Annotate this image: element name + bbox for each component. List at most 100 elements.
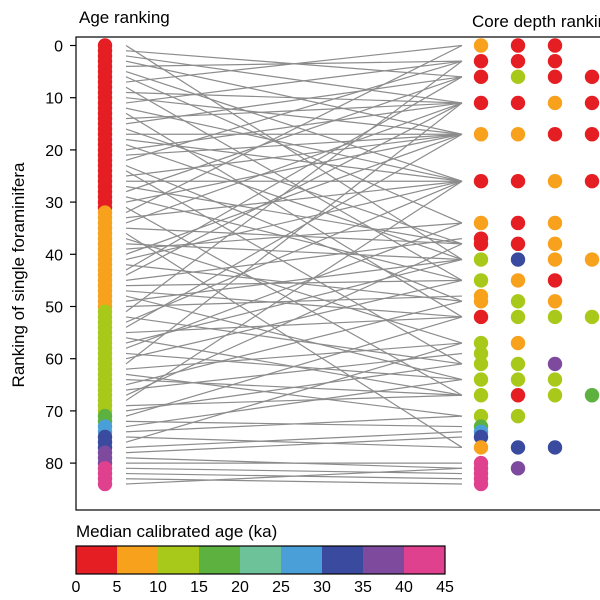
depth-rank-dot [473, 356, 489, 372]
y-tick-label: 30 [45, 195, 63, 212]
colorbar-outline [75, 545, 446, 575]
connection-line [125, 133, 463, 255]
colorbar-tick-label: 5 [113, 579, 122, 596]
colorbar-swatch [117, 546, 158, 574]
depth-rank-dot [510, 294, 526, 309]
depth-rank-dot [547, 215, 563, 231]
connection-line [125, 258, 463, 344]
connection-line [125, 378, 463, 428]
connection-line [125, 363, 463, 412]
depth-rank-dot [510, 273, 526, 288]
depth-ranking-dots [473, 38, 600, 492]
age-ranking-title: Age ranking [79, 8, 170, 27]
depth-rank-dot [473, 38, 489, 53]
depth-rank-dot [547, 440, 563, 455]
depth-rank-dot [473, 236, 489, 252]
depth-rank-dot [473, 335, 489, 351]
depth-rank-dot [473, 408, 489, 424]
depth-rank-dot [510, 309, 526, 325]
depth-rank-dot [473, 95, 489, 111]
colorbar-tick-label: 15 [190, 579, 208, 596]
connection-line [125, 55, 463, 104]
connection-lines [125, 44, 463, 485]
depth-rank-dot [547, 372, 563, 387]
depth-rank-dot [473, 252, 489, 267]
depth-rank-dot [473, 174, 489, 189]
colorbar-title: Median calibrated age (ka) [76, 522, 277, 541]
connection-line [125, 467, 463, 485]
connection-line [125, 415, 463, 433]
depth-rank-dot [584, 127, 600, 142]
depth-rank-dot [510, 335, 526, 351]
colorbar-swatch [199, 546, 240, 574]
depth-rank-dot [547, 53, 563, 69]
connection-line [125, 86, 463, 281]
connection-line [125, 316, 463, 417]
depth-rank-dot [473, 215, 489, 231]
colorbar-tick-label: 25 [272, 579, 290, 596]
depth-rank-dot [547, 273, 563, 288]
depth-rank-dot [547, 38, 563, 53]
depth-rank-dot [584, 95, 600, 111]
connection-line [125, 238, 463, 281]
depth-rank-dot [473, 309, 489, 325]
depth-rank-dot [510, 252, 526, 267]
connection-line [125, 76, 463, 271]
colorbar: 0 5 10 15 20 25 30 35 40 45 [72, 545, 454, 596]
connection-line [125, 44, 463, 83]
connection-line [125, 394, 463, 407]
depth-rank-dot [584, 388, 600, 403]
connection-line [125, 97, 463, 135]
connection-line [125, 295, 463, 381]
colorbar-tick-label: 30 [313, 579, 331, 596]
colorbar-tick-label: 45 [436, 579, 454, 596]
plot-frame [75, 36, 600, 511]
colorbar-swatch [322, 546, 363, 574]
connection-line [125, 431, 463, 449]
connection-line [125, 467, 463, 475]
depth-rank-dot [547, 252, 563, 267]
depth-rank-dot [510, 127, 526, 142]
depth-rank-dot [510, 236, 526, 252]
y-tick-label: 50 [45, 300, 63, 317]
y-axis-label: Ranking of single foraminifera [9, 162, 28, 387]
depth-rank-dot [547, 69, 563, 85]
colorbar-swatch [158, 546, 199, 574]
connection-line [125, 102, 463, 224]
connection-line [125, 342, 463, 443]
y-tick-label: 40 [45, 247, 63, 264]
depth-rank-dot [473, 346, 489, 361]
colorbar-tick-label: 10 [149, 579, 167, 596]
connection-line [125, 133, 463, 177]
depth-rank-dot [473, 388, 489, 403]
depth-rank-dot [584, 252, 600, 267]
connection-line [125, 300, 463, 386]
connection-line [125, 76, 463, 125]
age-ranking-dots [97, 38, 113, 492]
depth-rank-dot [473, 429, 489, 445]
connection-line [125, 222, 463, 349]
connection-line [125, 102, 463, 151]
depth-rank-dot [547, 174, 563, 189]
depth-rank-dot [473, 476, 489, 492]
depth-rank-dot [473, 127, 489, 142]
connection-line [125, 91, 463, 104]
y-tick-label: 80 [45, 456, 63, 473]
depth-rank-dot [510, 461, 526, 476]
connection-line [125, 60, 463, 104]
connection-line [125, 180, 463, 261]
depth-rank-dot [510, 53, 526, 69]
connection-line [125, 316, 463, 334]
depth-rank-dot [547, 294, 563, 309]
connection-line [125, 279, 463, 287]
connection-line [125, 316, 463, 365]
colorbar-tick-label: 35 [354, 579, 372, 596]
y-tick-label: 60 [45, 352, 63, 369]
y-tick-label: 10 [45, 91, 63, 108]
depth-rank-dot [547, 356, 563, 372]
connection-line [125, 180, 463, 401]
connection-line [125, 258, 463, 302]
depth-rank-dot [510, 215, 526, 231]
colorbar-swatch [363, 546, 404, 574]
colorbar-swatch [240, 546, 281, 574]
